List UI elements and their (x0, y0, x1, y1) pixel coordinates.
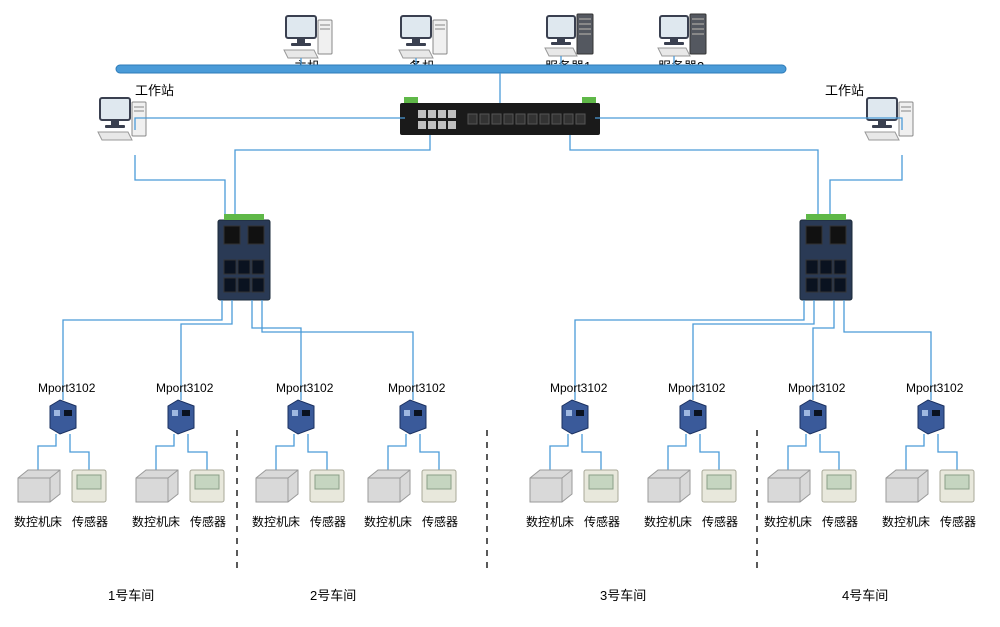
svg-text:Mport3102: Mport3102 (550, 381, 608, 395)
top-pc-1 (399, 16, 447, 58)
svg-text:数控机床: 数控机床 (14, 514, 62, 529)
svg-text:传感器: 传感器 (190, 514, 226, 529)
svg-text:Mport3102: Mport3102 (276, 381, 334, 395)
mport-device-5 (680, 400, 706, 434)
mport-device-0 (50, 400, 76, 434)
mport-device-3 (400, 400, 426, 434)
svg-text:传感器: 传感器 (310, 514, 346, 529)
svg-text:数控机床: 数控机床 (252, 514, 300, 529)
svg-text:传感器: 传感器 (822, 514, 858, 529)
svg-text:传感器: 传感器 (940, 514, 976, 529)
mport-device-4 (562, 400, 588, 434)
mport-device-2 (288, 400, 314, 434)
mport-device-1 (168, 400, 194, 434)
svg-text:Mport3102: Mport3102 (156, 381, 214, 395)
svg-text:传感器: 传感器 (584, 514, 620, 529)
workstation-1 (865, 98, 913, 140)
svg-text:传感器: 传感器 (702, 514, 738, 529)
svg-text:Mport3102: Mport3102 (388, 381, 446, 395)
network-bus (116, 65, 786, 73)
top-server-1 (658, 14, 706, 56)
svg-text:数控机床: 数控机床 (882, 514, 930, 529)
workstation-0 (98, 98, 146, 140)
mport-device-6 (800, 400, 826, 434)
svg-text:Mport3102: Mport3102 (788, 381, 846, 395)
svg-text:数控机床: 数控机床 (644, 514, 692, 529)
svg-text:数控机床: 数控机床 (364, 514, 412, 529)
svg-text:1号车间: 1号车间 (108, 588, 154, 603)
svg-text:工作站: 工作站 (135, 83, 174, 98)
svg-text:数控机床: 数控机床 (764, 514, 812, 529)
svg-text:Mport3102: Mport3102 (38, 381, 96, 395)
svg-text:Mport3102: Mport3102 (906, 381, 964, 395)
top-server-0 (545, 14, 593, 56)
svg-text:Mport3102: Mport3102 (668, 381, 726, 395)
mport-device-7 (918, 400, 944, 434)
svg-text:工作站: 工作站 (825, 83, 864, 98)
svg-text:2号车间: 2号车间 (310, 588, 356, 603)
svg-text:传感器: 传感器 (422, 514, 458, 529)
svg-text:数控机床: 数控机床 (526, 514, 574, 529)
svg-text:数控机床: 数控机床 (132, 514, 180, 529)
svg-text:4号车间: 4号车间 (842, 588, 888, 603)
top-pc-0 (284, 16, 332, 58)
svg-text:3号车间: 3号车间 (600, 588, 646, 603)
svg-text:传感器: 传感器 (72, 514, 108, 529)
